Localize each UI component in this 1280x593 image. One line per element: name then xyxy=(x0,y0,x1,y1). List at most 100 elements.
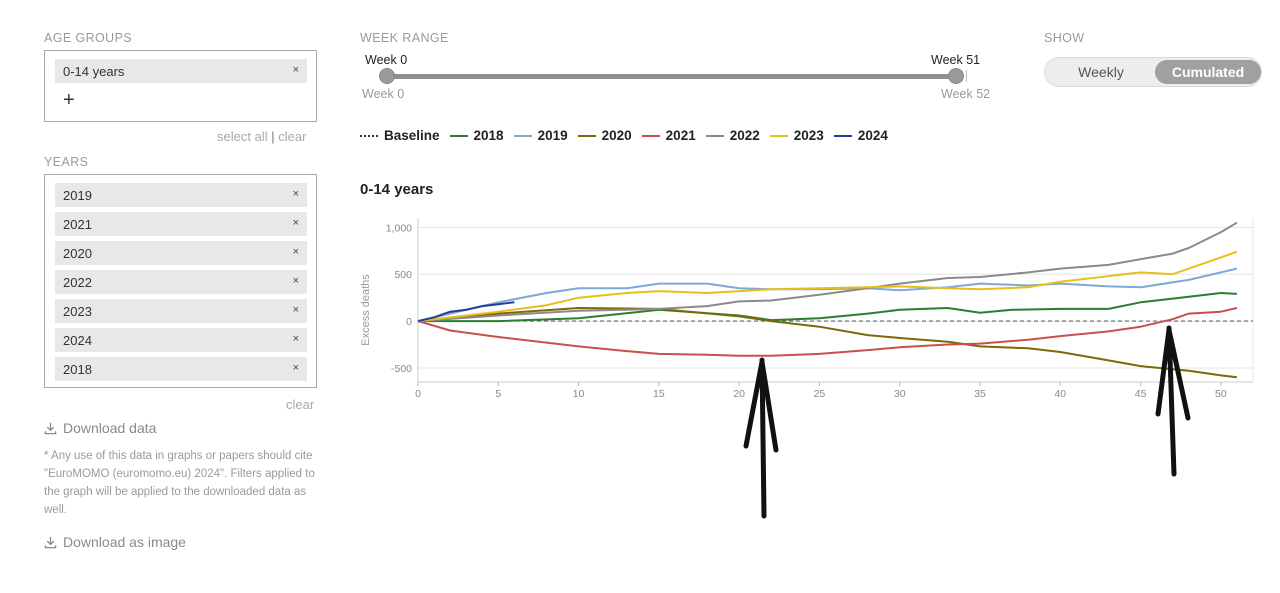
download-data-label: Download data xyxy=(63,420,157,436)
add-age-group-icon[interactable]: + xyxy=(63,89,75,111)
slider-max-label: Week 52 xyxy=(941,87,991,101)
chip-label: 2023 xyxy=(63,303,92,319)
series-line-2022 xyxy=(417,221,1238,323)
show-toggle: Weekly Cumulated xyxy=(1044,57,1262,87)
legend-label: 2019 xyxy=(537,128,568,143)
y-tick-label: -500 xyxy=(391,363,412,375)
legend-swatch xyxy=(513,134,532,137)
download-image-label: Download as image xyxy=(63,534,186,550)
remove-chip-icon[interactable]: × xyxy=(292,217,299,229)
legend-label: 2021 xyxy=(665,128,696,143)
excess-deaths-chart: Excess deaths 1,000 500 0 -500 0 5 10 15 20 25 30 3… xyxy=(360,218,1254,400)
chip-label: 2019 xyxy=(63,187,92,203)
download-icon xyxy=(44,422,57,434)
legend-label: 2024 xyxy=(857,128,888,143)
remove-chip-icon[interactable]: × xyxy=(292,333,299,345)
x-tick-label: 25 xyxy=(814,388,826,400)
series-line-2024 xyxy=(417,301,515,323)
legend-item-2023[interactable]: 2023 xyxy=(769,128,824,143)
legend-item-2024[interactable]: 2024 xyxy=(833,128,888,143)
chip-year: 2019 × xyxy=(55,183,307,207)
download-image-button[interactable]: Download as image xyxy=(44,534,186,550)
separator: | xyxy=(271,129,275,144)
arrow-annotation xyxy=(743,325,1191,519)
legend-swatch xyxy=(360,134,378,137)
x-tick-label: 10 xyxy=(573,388,585,400)
citation-note: * Any use of this data in graphs or pape… xyxy=(44,450,315,516)
chip-label: 2022 xyxy=(63,274,92,290)
chip-year: 2018 × xyxy=(55,357,307,381)
clear-age-groups-link[interactable]: clear xyxy=(278,129,307,144)
legend-label: 2020 xyxy=(601,128,632,143)
legend-swatch xyxy=(705,134,724,137)
remove-chip-icon[interactable]: × xyxy=(292,362,299,374)
slider-end-handle[interactable] xyxy=(948,68,964,84)
legend-swatch xyxy=(769,134,788,137)
x-tick-label: 20 xyxy=(733,388,745,400)
legend-swatch xyxy=(641,134,660,137)
legend-label: 2022 xyxy=(729,128,760,143)
x-tick-label: 5 xyxy=(495,388,501,400)
age-groups-actions: select all | clear xyxy=(217,129,306,144)
legend-item-2019[interactable]: 2019 xyxy=(513,128,568,143)
clear-years-link[interactable]: clear xyxy=(286,397,315,412)
y-tick-label: 0 xyxy=(406,316,412,328)
legend-swatch xyxy=(449,134,468,137)
cumulated-option[interactable]: Cumulated xyxy=(1155,60,1261,84)
week-range-track[interactable] xyxy=(386,74,956,79)
legend-item-2018[interactable]: 2018 xyxy=(449,128,504,143)
x-tick-label: 50 xyxy=(1215,388,1227,400)
chart-title: 0-14 years xyxy=(360,181,434,198)
y-tick-label: 1,000 xyxy=(386,222,412,234)
years-select[interactable]: 2019 × 2021 × 2020 × 2022 × 2023 × 2024 … xyxy=(44,174,317,388)
remove-chip-icon[interactable]: × xyxy=(292,304,299,316)
week-range-label: WEEK RANGE xyxy=(360,31,449,45)
remove-chip-icon[interactable]: × xyxy=(292,64,299,76)
legend-item-2020[interactable]: 2020 xyxy=(577,128,632,143)
legend-label: Baseline xyxy=(384,128,440,143)
chip-year: 2023 × xyxy=(55,299,307,323)
chip-year: 2022 × xyxy=(55,270,307,294)
chart-legend: Baseline 2018 2019 2020 2021 2022 2023 2… xyxy=(360,128,898,143)
age-groups-label: AGE GROUPS xyxy=(44,31,133,45)
legend-item-2021[interactable]: 2021 xyxy=(641,128,696,143)
y-axis-label: Excess deaths xyxy=(360,274,372,346)
remove-chip-icon[interactable]: × xyxy=(292,246,299,258)
slider-end-value: Week 51 xyxy=(931,53,981,67)
series-line-2021 xyxy=(417,307,1238,357)
weekly-option[interactable]: Weekly xyxy=(1078,64,1124,80)
chip-year: 2024 × xyxy=(55,328,307,352)
select-all-link[interactable]: select all xyxy=(217,129,268,144)
chip-age-0-14: 0-14 years × xyxy=(55,59,307,83)
legend-label: 2023 xyxy=(793,128,824,143)
chip-label: 2021 xyxy=(63,216,92,232)
x-tick-label: 0 xyxy=(415,388,421,400)
chip-year: 2021 × xyxy=(55,212,307,236)
x-tick-label: 35 xyxy=(974,388,986,400)
legend-item-baseline[interactable]: Baseline xyxy=(360,128,440,143)
x-tick-label: 15 xyxy=(653,388,665,400)
series-line-2018 xyxy=(418,292,1237,323)
chip-label: 2018 xyxy=(63,361,92,377)
legend-swatch xyxy=(577,134,596,137)
download-data-button[interactable]: Download data xyxy=(44,420,156,436)
slider-start-handle[interactable] xyxy=(379,68,395,84)
age-groups-select[interactable]: 0-14 years × + xyxy=(44,50,317,122)
slider-min-label: Week 0 xyxy=(362,87,405,101)
remove-chip-icon[interactable]: × xyxy=(292,275,299,287)
slider-end-tick xyxy=(966,70,967,82)
download-icon xyxy=(44,536,57,548)
chip-label: 2020 xyxy=(63,245,92,261)
legend-item-2022[interactable]: 2022 xyxy=(705,128,760,143)
series-line-2023 xyxy=(417,250,1238,323)
show-label: SHOW xyxy=(1044,31,1085,45)
legend-swatch xyxy=(833,134,852,137)
x-tick-label: 45 xyxy=(1135,388,1147,400)
remove-chip-icon[interactable]: × xyxy=(292,188,299,200)
chip-label: 2024 xyxy=(63,332,92,348)
slider-start-value: Week 0 xyxy=(365,53,408,67)
x-tick-label: 40 xyxy=(1054,388,1066,400)
years-label: YEARS xyxy=(44,155,89,169)
chip-year: 2020 × xyxy=(55,241,307,265)
